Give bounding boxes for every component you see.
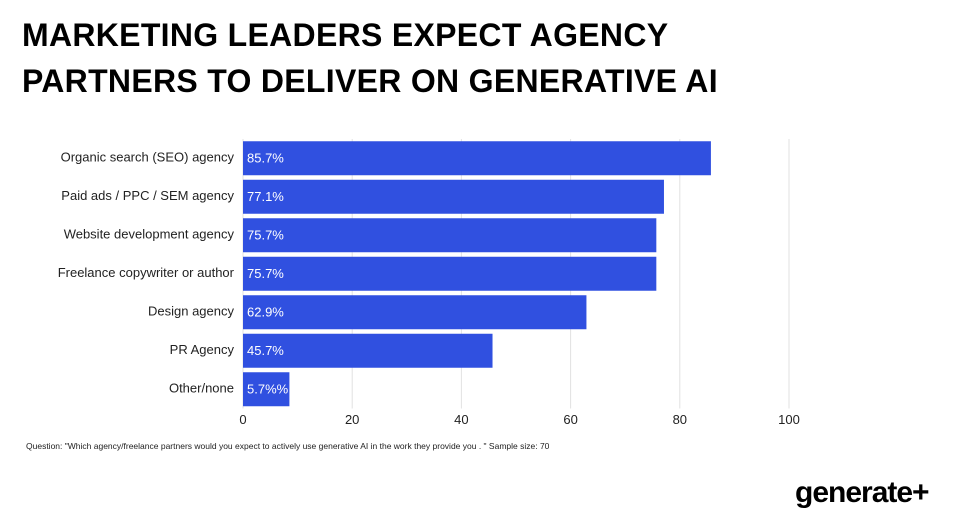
data-label: 85.7%	[247, 151, 284, 166]
y-tick-label: Design agency	[148, 304, 234, 319]
bar	[243, 141, 711, 176]
data-label: 62.9%	[247, 305, 284, 320]
x-tick-label: 0	[239, 412, 246, 427]
bar	[243, 295, 587, 330]
footnote: Question: "Which agency/freelance partne…	[26, 441, 550, 451]
x-tick-label: 40	[454, 412, 468, 427]
x-tick-label: 80	[673, 412, 687, 427]
data-label: 5.7%%	[247, 382, 289, 397]
logo: generate+	[795, 476, 930, 509]
y-tick-label: Organic search (SEO) agency	[61, 150, 235, 165]
y-tick-label: PR Agency	[170, 342, 235, 357]
bar	[243, 179, 664, 214]
y-tick-label: Website development agency	[64, 227, 235, 242]
data-label: 75.7%	[247, 228, 284, 243]
y-tick-label: Freelance copywriter or author	[58, 265, 235, 280]
x-tick-label: 20	[345, 412, 359, 427]
x-tick-label: 100	[778, 412, 800, 427]
y-tick-label: Paid ads / PPC / SEM agency	[61, 188, 234, 203]
bar	[243, 256, 657, 291]
data-label: 75.7%	[247, 266, 284, 281]
bar	[243, 333, 493, 368]
bar	[243, 372, 290, 407]
chart-title: MARKETING LEADERS EXPECT AGENCY PARTNERS…	[22, 17, 718, 99]
bar	[243, 218, 657, 253]
data-label: 77.1%	[247, 189, 284, 204]
x-tick-label: 60	[563, 412, 577, 427]
data-label: 45.7%	[247, 343, 284, 358]
y-tick-label: Other/none	[169, 381, 234, 396]
